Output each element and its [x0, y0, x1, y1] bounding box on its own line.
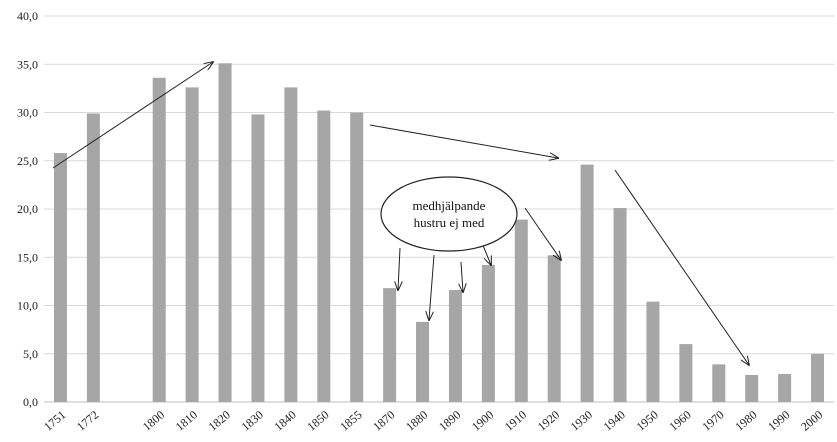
x-tick-label: 1960 — [666, 408, 693, 434]
callout-line-2: hustru ej med — [414, 215, 485, 230]
x-tick-label: 1840 — [271, 408, 298, 434]
bar-1850 — [317, 110, 331, 402]
y-tick-label: 5,0 — [23, 347, 38, 361]
bar-1970 — [712, 364, 726, 402]
bars — [53, 63, 825, 403]
bar-1940 — [613, 208, 627, 402]
y-tick-label: 10,0 — [17, 299, 38, 313]
bar-1950 — [646, 301, 660, 402]
y-axis: 0,0 5,0 10,0 15,0 20,0 25,0 30,0 35,0 40,0 — [17, 9, 38, 409]
bar-1800 — [152, 77, 166, 402]
x-tick-label: 1870 — [370, 408, 397, 434]
bar-1772 — [86, 113, 100, 402]
x-tick-label: 1980 — [732, 408, 759, 434]
bar-1751 — [53, 153, 67, 402]
x-tick-label: 1810 — [173, 408, 200, 434]
bar-1980 — [745, 374, 759, 402]
bar-1880 — [416, 321, 430, 402]
x-tick-label: 1920 — [535, 408, 562, 434]
callout-line-1: medhjälpande — [413, 198, 486, 213]
x-tick-label: 1800 — [140, 408, 167, 434]
bar-1930 — [580, 164, 594, 402]
x-tick-label: 1970 — [699, 408, 726, 434]
bar-1855 — [350, 112, 364, 402]
x-tick-label: 1855 — [337, 408, 364, 434]
x-tick-label: 1850 — [304, 408, 331, 434]
x-tick-label: 1830 — [239, 408, 266, 434]
y-tick-label: 25,0 — [17, 154, 38, 168]
x-tick-label: 1820 — [206, 408, 233, 434]
y-tick-label: 0,0 — [23, 395, 38, 409]
x-tick-label: 1880 — [403, 408, 430, 434]
bar-1920 — [547, 255, 561, 402]
pointer-arrow-1880 — [429, 254, 435, 320]
bar-1900 — [481, 264, 495, 402]
x-tick-label: 1940 — [601, 408, 628, 434]
y-tick-label: 15,0 — [17, 250, 38, 264]
bar-1830 — [251, 114, 265, 403]
x-tick-label: 1930 — [568, 408, 595, 434]
x-tick-label: 1751 — [41, 408, 68, 434]
x-tick-label: 1772 — [74, 408, 101, 434]
y-tick-label: 40,0 — [17, 9, 38, 23]
x-tick-label: 1950 — [634, 408, 661, 434]
pointer-arrow-1890 — [461, 261, 463, 292]
x-axis: 1751 1772 1800 1810 1820 1830 1840 1850 1855 1870… — [41, 408, 825, 434]
trend-arrow-rise — [52, 62, 213, 169]
bar-1810 — [185, 87, 199, 402]
x-tick-label: 1900 — [469, 408, 496, 434]
bar-1840 — [284, 87, 298, 402]
x-tick-label: 1990 — [765, 408, 792, 434]
x-tick-label: 1910 — [502, 408, 529, 434]
pointer-arrow-1920 — [524, 207, 561, 260]
x-tick-label: 2000 — [798, 408, 825, 434]
x-tick-label: 1890 — [436, 408, 463, 434]
y-tick-label: 35,0 — [17, 57, 38, 71]
bar-1890 — [448, 290, 462, 402]
bar-1820 — [218, 63, 232, 402]
bar-1960 — [679, 344, 693, 402]
bar-1870 — [383, 288, 397, 402]
y-tick-label: 30,0 — [17, 106, 38, 120]
bar-2000 — [811, 353, 825, 402]
annotations: medhjälpande hustru ej med — [52, 62, 749, 365]
y-tick-label: 20,0 — [17, 202, 38, 216]
trend-arrow-decline-2 — [614, 169, 749, 365]
pointer-arrow-1870 — [398, 247, 400, 290]
bar-1990 — [778, 374, 792, 402]
bar-1910 — [514, 219, 528, 402]
callout-bubble — [380, 176, 518, 252]
trend-arrow-decline-1 — [369, 124, 558, 158]
